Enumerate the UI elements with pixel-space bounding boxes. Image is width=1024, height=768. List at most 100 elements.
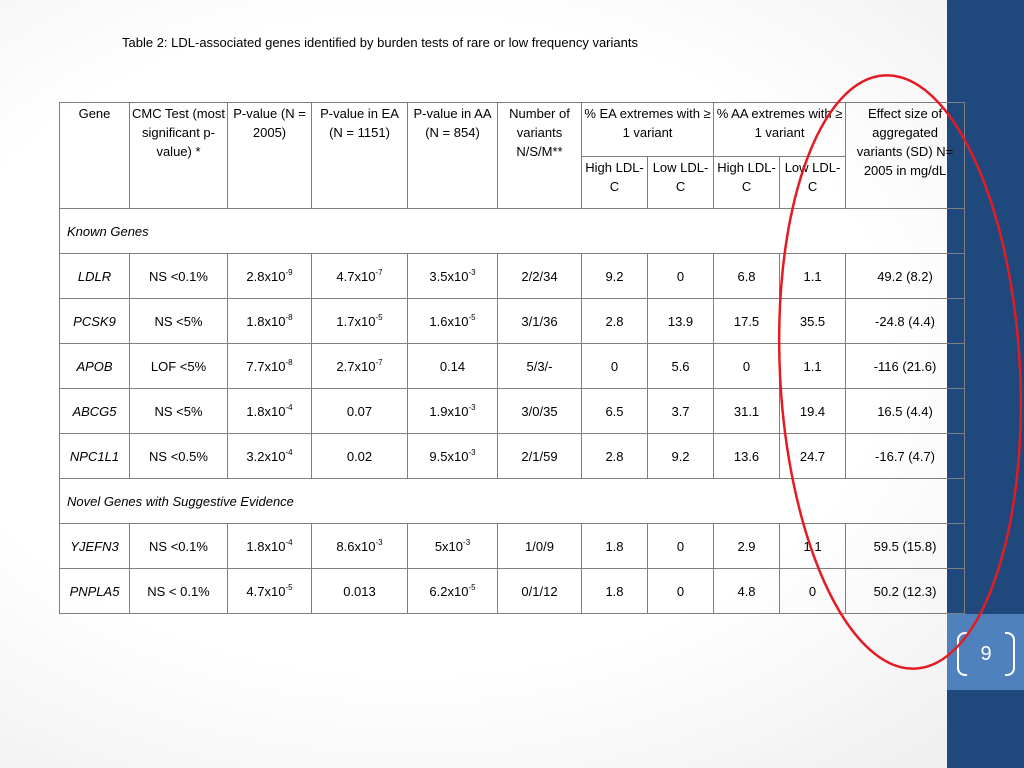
p-value-aa-cell: 5x10-3 <box>407 523 498 569</box>
section-novel-genes: Novel Genes with Suggestive Evidence <box>58 478 966 524</box>
p-value-all-cell: 4.7x10-5 <box>227 568 312 614</box>
header-aa-high: High LDL-C <box>713 156 781 209</box>
cmc-test-cell: NS <0.5% <box>129 433 228 479</box>
p-value-mantissa: 2.7x10 <box>336 358 376 374</box>
aa-high-cell: 4.8 <box>713 568 781 614</box>
aa-low-cell: 35.5 <box>779 298 847 344</box>
p-value-exponent: -5 <box>468 582 476 592</box>
p-value-aa-cell: 9.5x10-3 <box>407 433 498 479</box>
p-value-exponent: -3 <box>468 267 476 277</box>
p-value-all-cell: 7.7x10-8 <box>227 343 312 389</box>
p-value-exponent: -5 <box>468 312 476 322</box>
table-row: APOB LOF <5% 7.7x10-8 2.7x10-7 0.14 5/3/- 0 5.6… <box>59 343 966 389</box>
p-value-all-cell: 1.8x10-8 <box>227 298 312 344</box>
ea-high-cell: 9.2 <box>581 253 648 299</box>
header-ea-extremes: % EA extremes with ≥ 1 variant <box>580 102 715 157</box>
p-value-exponent: -3 <box>468 402 476 412</box>
gene-cell: PNPLA5 <box>59 568 130 614</box>
p-value-mantissa: 7.7x10 <box>246 358 286 374</box>
table-row: PNPLA5 NS < 0.1% 4.7x10-5 0.013 6.2x10-5 0/1/… <box>59 568 966 614</box>
gene-cell: APOB <box>59 343 130 389</box>
aa-low-cell: 1.1 <box>779 253 847 299</box>
p-value-exponent: -8 <box>285 312 293 322</box>
ea-high-cell: 1.8 <box>581 523 648 569</box>
aa-high-cell: 2.9 <box>713 523 781 569</box>
aa-low-cell: 1.1 <box>779 343 847 389</box>
p-value-mantissa: 6.2x10 <box>429 583 469 599</box>
p-value-mantissa: 3.2x10 <box>246 448 286 464</box>
p-value-mantissa: 9.5x10 <box>429 448 469 464</box>
ea-high-cell: 1.8 <box>581 568 648 614</box>
p-value-all-cell: 1.8x10-4 <box>227 388 312 434</box>
p-value-all-cell: 3.2x10-4 <box>227 433 312 479</box>
effect-size-cell: 50.2 (12.3) <box>845 568 966 614</box>
number-of-variants-cell: 3/0/35 <box>497 388 582 434</box>
p-value-ea-cell: 4.7x10-7 <box>311 253 408 299</box>
p-value-mantissa: 2.8x10 <box>246 268 286 284</box>
p-value-mantissa: 0.07 <box>346 403 373 419</box>
p-value-mantissa: 0.14 <box>439 358 466 374</box>
aa-high-cell: 6.8 <box>713 253 781 299</box>
table-row: ABCG5 NS <5% 1.8x10-4 0.07 1.9x10-3 3/0/35 6.5… <box>59 388 966 434</box>
header-number-of-variants: Number of variants N/S/M** <box>497 102 582 209</box>
header-aa-low: Low LDL-C <box>779 156 847 209</box>
section-known-genes: Known Genes <box>58 208 966 254</box>
number-of-variants-cell: 2/2/34 <box>497 253 582 299</box>
cmc-test-cell: NS <5% <box>129 388 228 434</box>
table-caption: Table 2: LDL-associated genes identified… <box>122 35 638 50</box>
page-number: 9 <box>980 643 992 665</box>
effect-size-cell: -116 (21.6) <box>845 343 966 389</box>
cmc-test-cell: NS <0.1% <box>129 523 228 569</box>
p-value-mantissa: 1.8x10 <box>246 538 286 554</box>
p-value-all-cell: 1.8x10-4 <box>227 523 312 569</box>
ea-low-cell: 3.7 <box>646 388 715 434</box>
gene-cell: ABCG5 <box>59 388 130 434</box>
p-value-ea-cell: 2.7x10-7 <box>311 343 408 389</box>
table-row: YJEFN3 NS <0.1% 1.8x10-4 8.6x10-3 5x10-3 1/0/… <box>59 523 966 569</box>
ea-high-cell: 2.8 <box>581 298 648 344</box>
gene-cell: NPC1L1 <box>59 433 130 479</box>
p-value-ea-cell: 8.6x10-3 <box>311 523 408 569</box>
cmc-test-cell: NS <0.1% <box>129 253 228 299</box>
p-value-exponent: -4 <box>285 447 293 457</box>
header-p-value-ea: P-value in EA (N = 1151) <box>311 102 408 209</box>
effect-size-cell: -16.7 (4.7) <box>845 433 966 479</box>
p-value-ea-cell: 0.013 <box>311 568 408 614</box>
effect-size-cell: -24.8 (4.4) <box>845 298 966 344</box>
ea-low-cell: 13.9 <box>646 298 715 344</box>
ea-high-cell: 0 <box>581 343 648 389</box>
p-value-mantissa: 1.8x10 <box>246 403 286 419</box>
gene-cell: YJEFN3 <box>59 523 130 569</box>
section-label: Novel Genes with Suggestive Evidence <box>58 478 966 524</box>
p-value-aa-cell: 3.5x10-3 <box>407 253 498 299</box>
p-value-exponent: -4 <box>285 402 293 412</box>
ea-high-cell: 6.5 <box>581 388 648 434</box>
header-gene: Gene <box>59 102 130 209</box>
header-effect-size: Effect size of aggregated variants (SD) … <box>845 102 966 209</box>
effect-size-cell: 16.5 (4.4) <box>845 388 966 434</box>
table-row: PCSK9 NS <5% 1.8x10-8 1.7x10-5 1.6x10-5 3/1/3… <box>59 298 966 344</box>
p-value-mantissa: 1.8x10 <box>246 313 286 329</box>
aa-high-cell: 13.6 <box>713 433 781 479</box>
effect-size-cell: 59.5 (15.8) <box>845 523 966 569</box>
ea-low-cell: 5.6 <box>646 343 715 389</box>
p-value-exponent: -5 <box>375 312 383 322</box>
p-value-mantissa: 3.5x10 <box>429 268 469 284</box>
header-ea-low: Low LDL-C <box>646 156 715 209</box>
aa-low-cell: 19.4 <box>779 388 847 434</box>
header-p-value-all: P-value (N = 2005) <box>227 102 312 209</box>
number-of-variants-cell: 1/0/9 <box>497 523 582 569</box>
aa-low-cell: 1.1 <box>779 523 847 569</box>
effect-size-cell: 49.2 (8.2) <box>845 253 966 299</box>
aa-high-cell: 17.5 <box>713 298 781 344</box>
number-of-variants-cell: 5/3/- <box>497 343 582 389</box>
number-of-variants-cell: 0/1/12 <box>497 568 582 614</box>
table-body: Known Genes LDLR NS <0.1% 2.8x10-9 4.7x10-7 3… <box>58 208 966 614</box>
p-value-ea-cell: 0.02 <box>311 433 408 479</box>
p-value-aa-cell: 0.14 <box>407 343 498 389</box>
gene-cell: LDLR <box>59 253 130 299</box>
p-value-mantissa: 4.7x10 <box>246 583 286 599</box>
header-ea-high: High LDL-C <box>581 156 648 209</box>
p-value-mantissa: 0.013 <box>343 583 376 599</box>
p-value-mantissa: 8.6x10 <box>336 538 376 554</box>
